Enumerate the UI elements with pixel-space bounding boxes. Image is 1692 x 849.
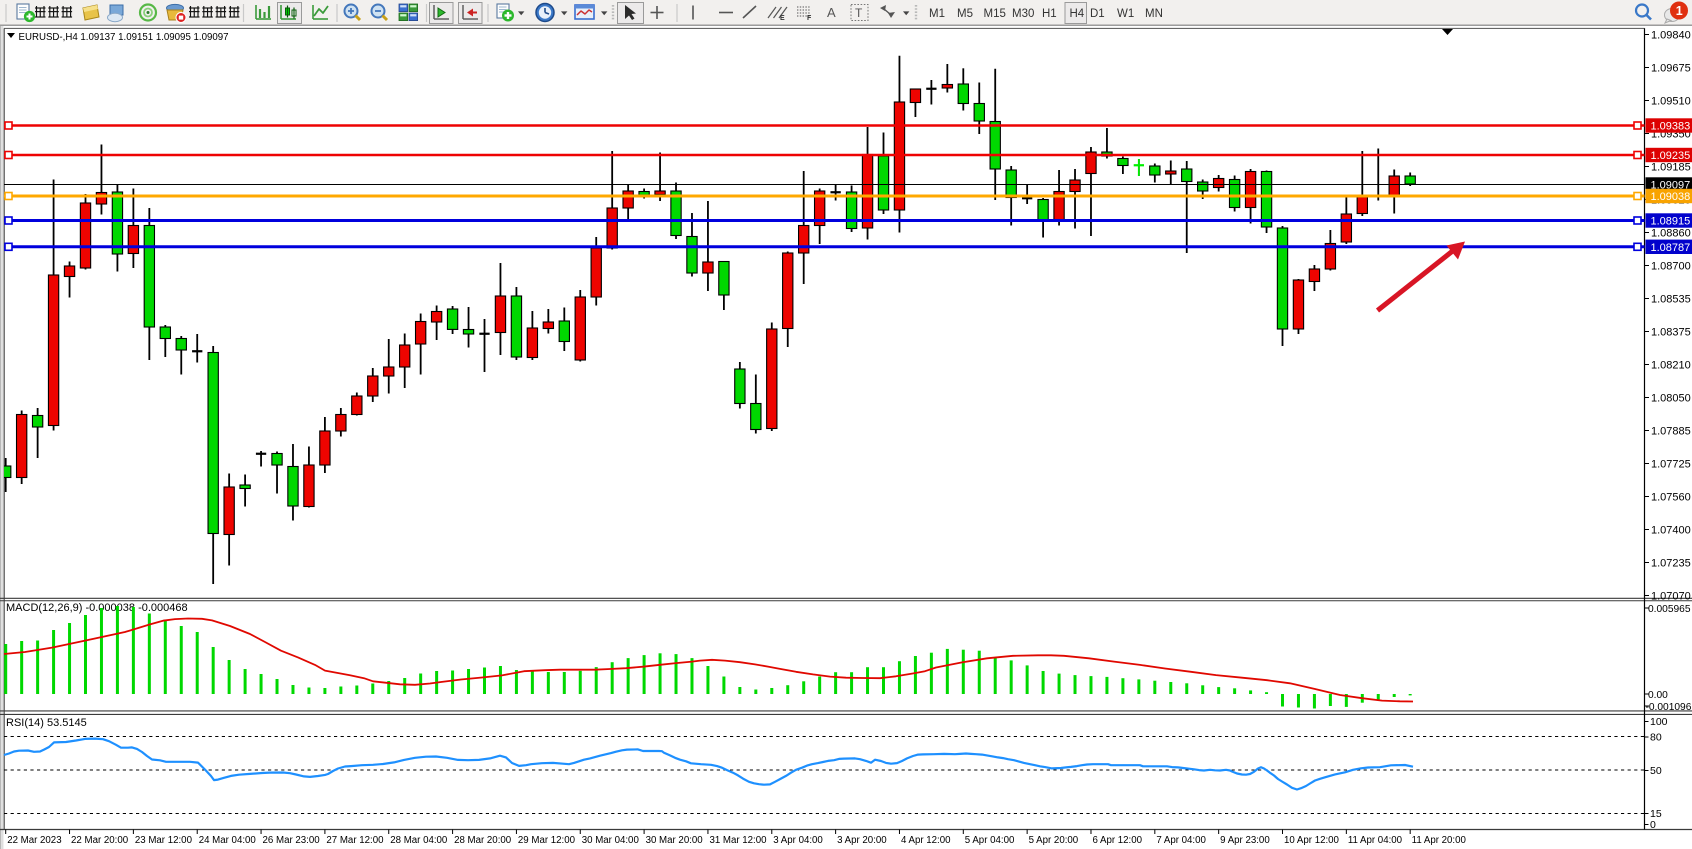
svg-text:100: 100 <box>1650 716 1668 728</box>
svg-text:7 Apr 04:00: 7 Apr 04:00 <box>1156 835 1206 846</box>
svg-text:3 Apr 20:00: 3 Apr 20:00 <box>837 835 887 846</box>
svg-text:1.09097: 1.09097 <box>1651 180 1691 192</box>
svg-text:MN: MN <box>1145 8 1163 20</box>
svg-text:D1: D1 <box>1090 8 1105 20</box>
svg-text:22 Mar 20:00: 22 Mar 20:00 <box>71 835 129 846</box>
svg-text:W1: W1 <box>1117 8 1134 20</box>
svg-text:H4: H4 <box>1070 8 1085 20</box>
svg-text:28 Mar 20:00: 28 Mar 20:00 <box>454 835 512 846</box>
svg-text:M30: M30 <box>1012 8 1034 20</box>
svg-text:A: A <box>827 5 836 20</box>
svg-text:0: 0 <box>1650 819 1656 831</box>
svg-text:1.07560: 1.07560 <box>1651 492 1691 504</box>
svg-text:1.08915: 1.08915 <box>1651 216 1691 228</box>
svg-text:1.07725: 1.07725 <box>1651 459 1691 471</box>
svg-text:1.09510: 1.09510 <box>1651 96 1691 108</box>
svg-text:1.08860: 1.08860 <box>1651 228 1691 240</box>
svg-text:1.07885: 1.07885 <box>1651 426 1691 438</box>
svg-text:11 Apr 20:00: 11 Apr 20:00 <box>1412 835 1467 846</box>
svg-text:3 Apr 04:00: 3 Apr 04:00 <box>773 835 823 846</box>
svg-text:27 Mar 12:00: 27 Mar 12:00 <box>326 835 384 846</box>
svg-text:1.09185: 1.09185 <box>1651 162 1691 174</box>
svg-text:80: 80 <box>1650 732 1662 744</box>
svg-text:1.08535: 1.08535 <box>1651 294 1691 306</box>
svg-text:0.00: 0.00 <box>1648 690 1668 701</box>
svg-text:1.09675: 1.09675 <box>1651 63 1691 75</box>
svg-text:1.07235: 1.07235 <box>1651 558 1691 570</box>
svg-text:M1: M1 <box>929 8 945 20</box>
svg-text:31 Mar 12:00: 31 Mar 12:00 <box>709 835 767 846</box>
svg-text:EURUSD-,H4 1.09137 1.09151 1.: EURUSD-,H4 1.09137 1.09151 1.09095 1.090… <box>19 32 229 43</box>
svg-text:1.09038: 1.09038 <box>1651 191 1691 203</box>
svg-text:1.08210: 1.08210 <box>1651 360 1691 372</box>
svg-text:22 Mar 2023: 22 Mar 2023 <box>7 835 61 846</box>
svg-text:10 Apr 12:00: 10 Apr 12:00 <box>1284 835 1340 846</box>
svg-text:26 Mar 23:00: 26 Mar 23:00 <box>263 835 321 846</box>
svg-text:1.08787: 1.08787 <box>1651 242 1691 254</box>
svg-text:1.09235: 1.09235 <box>1651 150 1691 162</box>
svg-text:1.08700: 1.08700 <box>1651 261 1691 273</box>
svg-text:T: T <box>855 6 863 20</box>
svg-text:1.08375: 1.08375 <box>1651 327 1691 339</box>
svg-text:6 Apr 12:00: 6 Apr 12:00 <box>1092 835 1142 846</box>
svg-text:E: E <box>780 15 785 22</box>
svg-text:4 Apr 12:00: 4 Apr 12:00 <box>901 835 951 846</box>
svg-text:MACD(12,26,9) -0.000038 -0.000: MACD(12,26,9) -0.000038 -0.000468 <box>6 602 188 614</box>
svg-text:9 Apr 23:00: 9 Apr 23:00 <box>1220 835 1270 846</box>
svg-text:M15: M15 <box>984 8 1006 20</box>
svg-text:11 Apr 04:00: 11 Apr 04:00 <box>1348 835 1403 846</box>
svg-text:1: 1 <box>1676 4 1683 18</box>
svg-text:1.08050: 1.08050 <box>1651 393 1691 405</box>
svg-text:F: F <box>807 15 812 22</box>
svg-text:28 Mar 04:00: 28 Mar 04:00 <box>390 835 448 846</box>
svg-text:23 Mar 12:00: 23 Mar 12:00 <box>135 835 193 846</box>
svg-text:0.005965: 0.005965 <box>1648 604 1691 615</box>
svg-text:15: 15 <box>1650 808 1662 820</box>
svg-text:M5: M5 <box>957 8 973 20</box>
svg-text:RSI(14) 53.5145: RSI(14) 53.5145 <box>6 717 87 729</box>
svg-text:24 Mar 04:00: 24 Mar 04:00 <box>199 835 257 846</box>
svg-text:H1: H1 <box>1042 8 1057 20</box>
svg-text:5 Apr 20:00: 5 Apr 20:00 <box>1029 835 1079 846</box>
svg-text:30 Mar 20:00: 30 Mar 20:00 <box>646 835 704 846</box>
svg-text:1.09840: 1.09840 <box>1651 30 1691 42</box>
svg-text:-0.001096: -0.001096 <box>1646 702 1692 713</box>
svg-text:5 Apr 04:00: 5 Apr 04:00 <box>965 835 1015 846</box>
svg-text:30 Mar 04:00: 30 Mar 04:00 <box>582 835 640 846</box>
svg-text:50: 50 <box>1650 765 1662 777</box>
svg-text:1.07400: 1.07400 <box>1651 525 1691 537</box>
svg-text:1.09383: 1.09383 <box>1651 121 1691 133</box>
svg-text:1.07070: 1.07070 <box>1651 591 1691 603</box>
svg-text:29 Mar 12:00: 29 Mar 12:00 <box>518 835 576 846</box>
